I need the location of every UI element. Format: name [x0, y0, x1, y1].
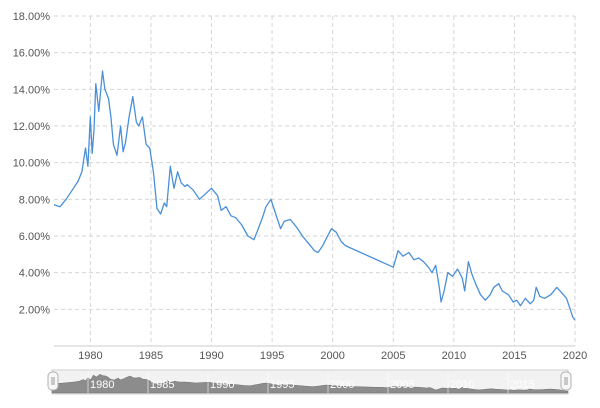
x-tick-label: 2010 — [442, 350, 466, 362]
y-tick-label: 2.00% — [19, 304, 50, 316]
y-tick-label: 14.00% — [13, 84, 51, 96]
navigator-year-labels: 1980 1985 1990 1995 2000 2005 2010 2015 — [87, 373, 534, 393]
navigator-year-label: 2005 — [390, 379, 414, 391]
navigator-year-label: 1990 — [210, 379, 234, 391]
y-tick-label: 8.00% — [19, 194, 50, 206]
y-axis-ticks: 2.00% 4.00% 6.00% 8.00% 10.00% 12.00% 14.00% 16… — [13, 11, 51, 316]
x-tick-label: 2020 — [563, 350, 587, 362]
x-axis-ticks: 1980 1985 1990 1995 2000 2005 2010 2015 2020 — [78, 350, 587, 362]
navigator-year-label: 1995 — [270, 379, 294, 391]
y-tick-label: 6.00% — [19, 231, 50, 243]
navigator-year-label: 2000 — [330, 379, 354, 391]
y-tick-label: 18.00% — [13, 11, 51, 23]
y-tick-label: 16.00% — [13, 48, 51, 60]
x-tick-label: 2015 — [502, 350, 526, 362]
x-tick-label: 1990 — [199, 350, 223, 362]
x-tick-label: 1985 — [139, 350, 163, 362]
x-tick-label: 1995 — [260, 350, 284, 362]
navigator-left-handle[interactable] — [47, 371, 59, 391]
navigator-right-handle[interactable] — [560, 371, 572, 391]
navigator-area — [51, 374, 569, 394]
grid-lines — [54, 15, 576, 347]
y-tick-label: 12.00% — [13, 121, 51, 133]
x-tick-label: 2005 — [381, 350, 405, 362]
series-line — [53, 70, 576, 321]
y-tick-label: 4.00% — [19, 268, 50, 280]
navigator-year-label: 1985 — [150, 379, 174, 391]
y-tick-label: 10.00% — [13, 158, 51, 170]
navigator-year-label: 2010 — [450, 379, 474, 391]
navigator[interactable]: 1980 1985 1990 1995 2000 2005 2010 2015 — [47, 369, 572, 395]
x-tick-label: 2000 — [320, 350, 344, 362]
x-tick-label: 1980 — [78, 350, 102, 362]
navigator-year-label: 2015 — [510, 379, 534, 391]
navigator-year-label: 1980 — [90, 379, 114, 391]
